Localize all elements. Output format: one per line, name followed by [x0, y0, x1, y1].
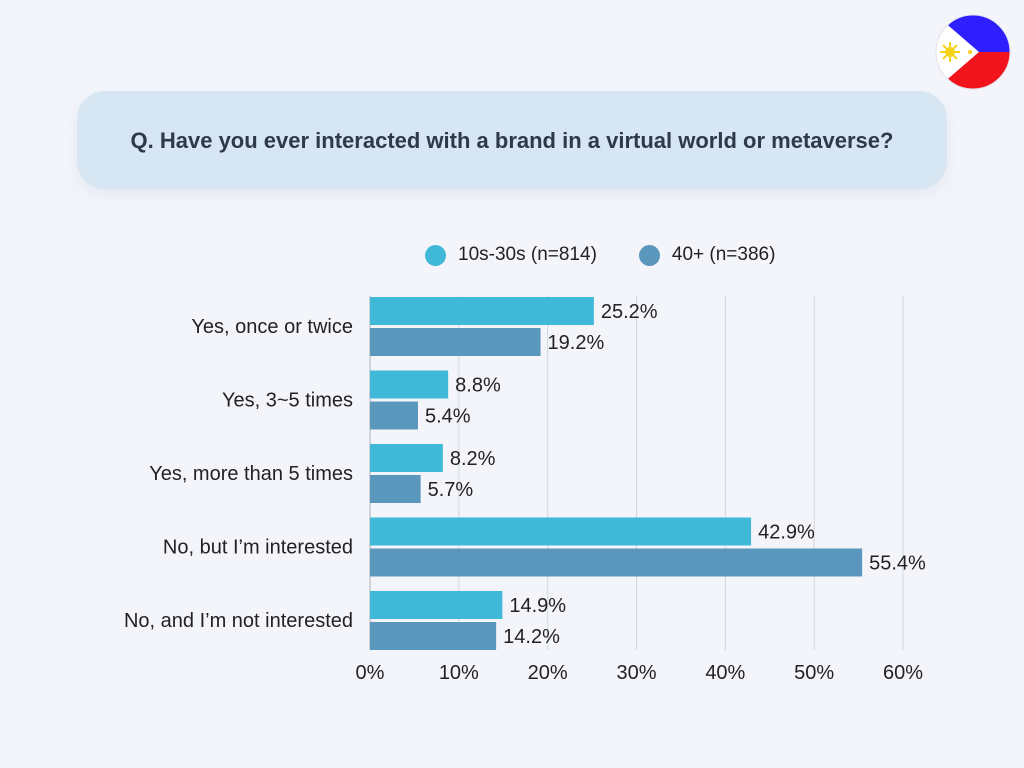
- category-label: Yes, 3~5 times: [222, 390, 353, 412]
- bar: [370, 591, 503, 619]
- question-title-box: Q. Have you ever interacted with a brand…: [77, 91, 947, 189]
- x-tick-label: 40%: [705, 662, 745, 684]
- bar: [370, 548, 863, 577]
- legend-item-series-2: 40+ (n=386): [638, 244, 776, 266]
- data-label: 19.2%: [548, 332, 605, 354]
- legend-marker-series-2: [638, 244, 660, 266]
- x-tick-label: 30%: [616, 662, 656, 684]
- philippines-flag-icon: [935, 14, 1011, 90]
- data-label: 14.9%: [509, 595, 566, 617]
- data-label: 5.4%: [425, 406, 471, 428]
- data-label: 14.2%: [503, 626, 560, 648]
- data-label: 42.9%: [758, 522, 815, 544]
- bar: [370, 444, 443, 472]
- data-label: 55.4%: [869, 553, 926, 575]
- category-label: No, but I’m interested: [163, 537, 353, 559]
- legend-marker-series-1: [425, 244, 446, 266]
- category-label: Yes, once or twice: [191, 316, 353, 338]
- x-tick-label: 60%: [883, 662, 923, 684]
- x-tick-label: 50%: [794, 662, 834, 684]
- category-label: Yes, more than 5 times: [149, 463, 353, 485]
- question-title: Q. Have you ever interacted with a brand…: [130, 127, 894, 153]
- bar: [370, 328, 541, 356]
- chart-legend: 10s-30s (n=814) 40+ (n=386): [425, 240, 817, 270]
- legend-label-series-1: 10s-30s (n=814): [458, 244, 597, 265]
- data-label: 5.7%: [428, 479, 474, 501]
- data-label: 8.8%: [455, 375, 501, 397]
- data-label: 25.2%: [601, 301, 658, 323]
- data-label: 8.2%: [450, 448, 496, 470]
- category-label: No, and I’m not interested: [124, 610, 353, 632]
- bar: [370, 475, 421, 503]
- x-tick-label: 10%: [439, 662, 479, 684]
- legend-label-series-2: 40+ (n=386): [671, 244, 776, 265]
- bar: [370, 517, 752, 546]
- x-tick-label: 20%: [528, 662, 568, 684]
- legend-item-series-1: 10s-30s (n=814): [425, 244, 597, 266]
- x-tick-label: 0%: [356, 662, 385, 684]
- bar: [370, 297, 594, 325]
- bar: [370, 370, 449, 399]
- bar: [370, 622, 497, 650]
- bar: [370, 401, 418, 430]
